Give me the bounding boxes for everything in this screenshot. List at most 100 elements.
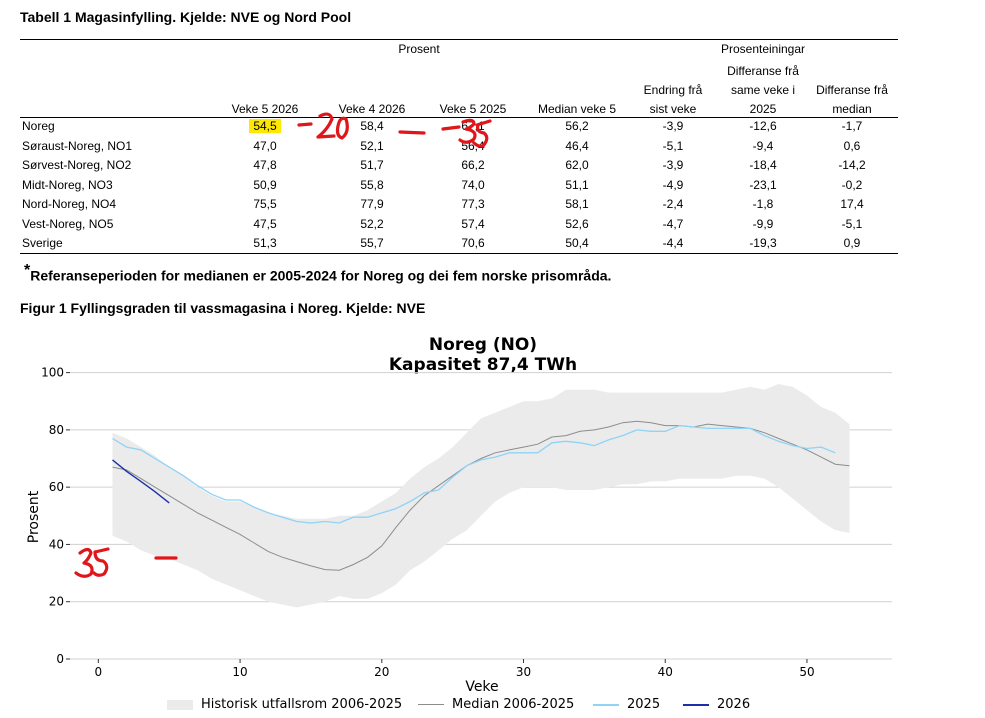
table-cell: 17,4 bbox=[840, 197, 864, 211]
column-header-change-line2: sist veke bbox=[649, 102, 697, 116]
table-cell: 52,6 bbox=[565, 216, 589, 231]
chart-title: Noreg (NO) bbox=[429, 335, 537, 355]
table-cell: -19,3 bbox=[749, 236, 777, 250]
y-tick-label: 20 bbox=[49, 595, 64, 609]
y-tick-label: 60 bbox=[49, 480, 64, 494]
highlighted-value: 54,5 bbox=[249, 119, 281, 133]
table-cell: 55,8 bbox=[360, 177, 384, 192]
table-cell: -12,6 bbox=[749, 119, 777, 133]
column-header-diff-2025-line1: Differanse frå bbox=[727, 64, 799, 78]
legend-item-range: Historisk utfallsrom 2006-2025 bbox=[167, 697, 402, 712]
column-header-diff-median-line2: median bbox=[832, 102, 872, 116]
legend-median-label: Median 2006-2025 bbox=[452, 697, 575, 712]
table-cell: 55,7 bbox=[360, 236, 384, 250]
table-cell: 51,3 bbox=[253, 236, 277, 250]
column-header-diff-2025-line3: 2025 bbox=[749, 102, 777, 116]
column-header-diff-2025: Differanse frå same veke i 2025 bbox=[715, 62, 811, 119]
table-cell: -2,4 bbox=[662, 197, 684, 211]
table-row-name: Sverige bbox=[22, 236, 63, 250]
x-axis-label: Veke bbox=[465, 679, 498, 695]
table-cell: 47,5 bbox=[253, 216, 277, 231]
table-cell: -4,9 bbox=[662, 177, 684, 192]
table-cell: 51,7 bbox=[360, 158, 384, 172]
table-cell: -9,4 bbox=[752, 138, 774, 153]
table-cell: 0,6 bbox=[843, 138, 861, 153]
table-cell: 56,2 bbox=[565, 119, 589, 133]
table-cell: 47,8 bbox=[253, 158, 277, 172]
table-cell: -4,7 bbox=[662, 216, 684, 231]
table-row-name: Noreg bbox=[22, 119, 55, 133]
column-header-diff-2025-line2: same veke i bbox=[730, 83, 796, 97]
y-tick-label: 0 bbox=[56, 652, 64, 666]
table-row-name: Midt-Noreg, NO3 bbox=[22, 177, 113, 192]
column-header-diff-median: Differanse frå median bbox=[806, 81, 898, 119]
legend-2026-swatch bbox=[683, 703, 709, 706]
group-header-percent: Prosent bbox=[398, 42, 440, 56]
legend-item-2025: 2025 bbox=[593, 697, 660, 712]
table-row-name: Søraust-Noreg, NO1 bbox=[22, 138, 133, 153]
line-2025 bbox=[112, 424, 836, 524]
reservoir-chart: Noreg (NO) Kapasitet 87,4 TWh 0 20 40 60 80 1… bbox=[26, 335, 892, 695]
historical-range-band bbox=[112, 384, 850, 608]
table-cell: -9,9 bbox=[752, 216, 774, 231]
chart-subtitle: Kapasitet 87,4 TWh bbox=[389, 355, 577, 375]
table-cell: 67,1 bbox=[461, 119, 485, 133]
footnote-text: Referanseperioden for medianen er 2005-2… bbox=[30, 267, 612, 284]
table-cell: 58,1 bbox=[565, 197, 589, 211]
table-row-name: Sørvest-Noreg, NO2 bbox=[22, 158, 132, 172]
x-tick-label: 30 bbox=[516, 665, 531, 679]
y-tick-label: 80 bbox=[49, 423, 64, 437]
table-row-name: Vest-Noreg, NO5 bbox=[22, 216, 114, 231]
table-cell: 58,4 bbox=[360, 119, 384, 133]
table-cell: 52,2 bbox=[360, 216, 384, 231]
table-cell: -23,1 bbox=[749, 177, 777, 192]
table-cell: -1,7 bbox=[841, 119, 863, 133]
table-cell: -0,2 bbox=[841, 177, 863, 192]
x-tick-label: 40 bbox=[658, 665, 673, 679]
column-header-change-line1: Endring frå bbox=[643, 83, 703, 97]
table-cell: -5,1 bbox=[662, 138, 684, 153]
group-header-points: Prosenteiningar bbox=[720, 42, 806, 56]
legend-item-2026: 2026 bbox=[683, 697, 750, 712]
table-cell: 47,0 bbox=[253, 138, 277, 153]
column-header-week5-2026: Veke 5 2026 bbox=[231, 102, 299, 116]
y-tick-label: 40 bbox=[49, 537, 64, 551]
table-cell: -3,9 bbox=[662, 119, 684, 133]
line-2026 bbox=[112, 459, 170, 504]
table-cell: 66,2 bbox=[461, 158, 485, 172]
table-cell: 50,4 bbox=[565, 236, 589, 250]
median-line bbox=[112, 420, 850, 571]
x-tick-label: 20 bbox=[374, 665, 389, 679]
table-cell: 74,0 bbox=[461, 177, 485, 192]
table-cell: 57,4 bbox=[461, 216, 485, 231]
table-title: Tabell 1 Magasinfylling. Kjelde: NVE og … bbox=[20, 9, 352, 25]
legend-2025-label: 2025 bbox=[627, 697, 661, 712]
table-cell: 75,5 bbox=[253, 197, 277, 211]
table-cell: 51,1 bbox=[565, 177, 589, 192]
column-header-change: Endring frå sist veke bbox=[633, 81, 713, 119]
legend-median-swatch bbox=[418, 704, 444, 705]
table-cell: -5,1 bbox=[841, 216, 863, 231]
table-cell: -4,4 bbox=[662, 236, 684, 250]
legend-2026-label: 2026 bbox=[717, 697, 751, 712]
legend-2025-swatch bbox=[593, 703, 619, 706]
table-cell: 46,4 bbox=[565, 138, 589, 153]
table-cell: 0,9 bbox=[843, 236, 861, 250]
legend-range-swatch bbox=[167, 699, 193, 710]
table-cell: 54,5 bbox=[225, 117, 305, 136]
footnote: *Referanseperioden for medianen er 2005-… bbox=[24, 262, 611, 284]
y-axis-label: Prosent bbox=[26, 490, 42, 543]
legend-item-median: Median 2006-2025 bbox=[418, 697, 574, 712]
table-cell: 50,9 bbox=[253, 177, 277, 192]
table-row-name: Nord-Noreg, NO4 bbox=[22, 197, 117, 211]
column-header-week5-2025: Veke 5 2025 bbox=[439, 102, 507, 116]
table-cell: 62,0 bbox=[565, 158, 589, 172]
table-top-rule bbox=[20, 39, 898, 40]
chart-series bbox=[112, 420, 850, 571]
table-header-rule bbox=[20, 117, 898, 118]
x-tick-label: 0 bbox=[95, 665, 103, 679]
table-cell: 77,9 bbox=[360, 197, 384, 211]
table-cell: 77,3 bbox=[461, 197, 485, 211]
x-tick-label: 50 bbox=[799, 665, 814, 679]
figure-title: Figur 1 Fyllingsgraden til vassmagasina … bbox=[20, 300, 426, 316]
